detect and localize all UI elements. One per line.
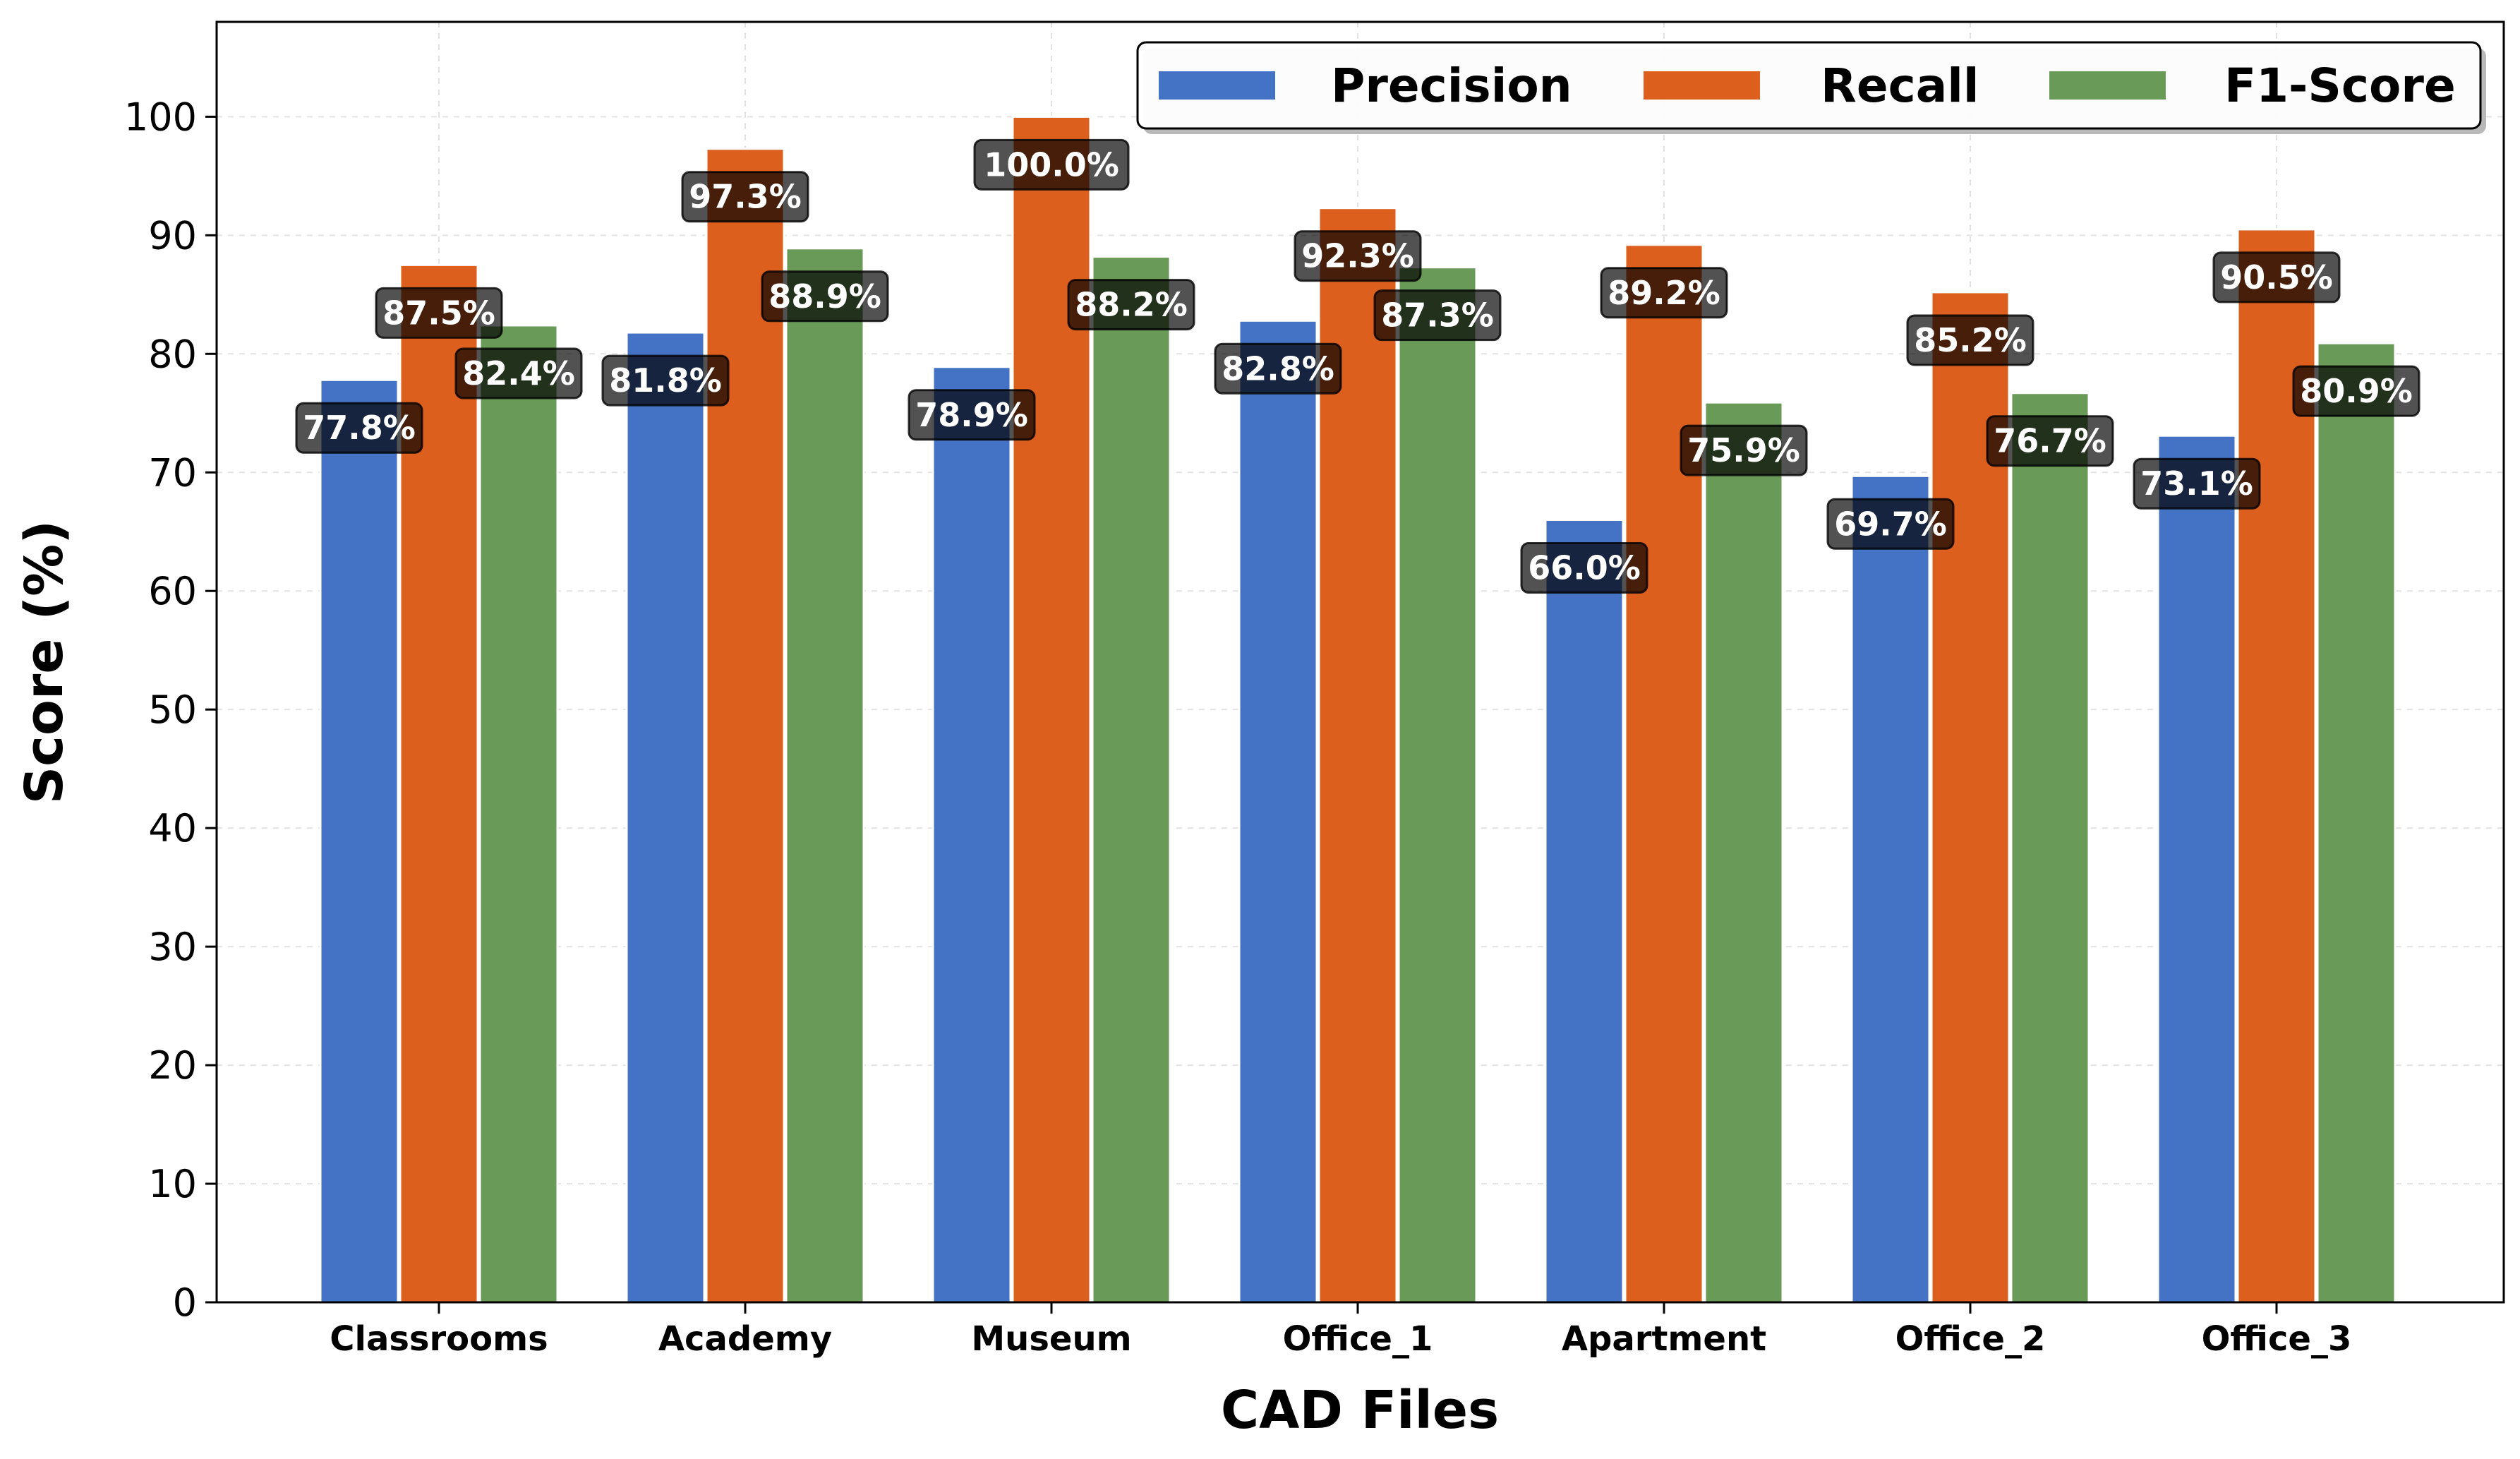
bar-f1-score-office-2 <box>2010 392 2090 1304</box>
value-label-box <box>601 354 730 407</box>
x-axis-title: CAD Files <box>1221 1380 1499 1441</box>
value-label-box <box>1986 415 2114 467</box>
value-label: 80.9% <box>2300 372 2413 410</box>
y-tick-label: 30 <box>148 925 197 969</box>
value-label: 81.8% <box>609 361 722 400</box>
legend-box <box>1136 41 2482 130</box>
value-label: 97.3% <box>689 178 802 216</box>
y-tick-label: 80 <box>148 332 197 376</box>
value-label-box <box>1680 424 1808 476</box>
legend-swatch-f1-score <box>2049 71 2166 100</box>
y-tick-label: 70 <box>148 450 197 495</box>
value-label: 87.5% <box>382 294 495 332</box>
value-label-box <box>1906 314 2034 366</box>
bar-precision-apartment <box>1544 518 1624 1304</box>
plot-frame <box>215 20 2505 1304</box>
bar-recall-apartment <box>1624 244 1704 1304</box>
value-label-box <box>1067 279 1195 331</box>
value-label: 77.8% <box>303 409 416 447</box>
bar-f1-score-classrooms <box>478 324 559 1304</box>
value-label-box <box>2133 457 2261 510</box>
value-label-box <box>908 389 1036 441</box>
legend-label: Recall <box>1821 59 1979 113</box>
x-axis: Classrooms Academy Museum Office_1 Apartment… <box>330 1302 2351 1359</box>
bar-f1-score-office-3 <box>2316 342 2397 1304</box>
bar-f1-score-academy <box>785 247 865 1304</box>
value-label: 85.2% <box>1914 321 2027 359</box>
x-tick-label: Academy <box>658 1319 832 1359</box>
value-label-box <box>295 402 423 454</box>
value-labels: 77.8% 87.5% 82.4% 81.8% 97.3% 88.9% 78.9% 100.0… <box>295 138 2420 594</box>
y-tick-label: 100 <box>124 95 197 139</box>
bar-precision-academy <box>625 331 706 1304</box>
y-tick-label: 50 <box>148 688 197 732</box>
value-label: 88.9% <box>768 277 881 316</box>
legend-label: F1-Score <box>2224 59 2456 113</box>
x-tick-label: Office_1 <box>1283 1319 1433 1359</box>
y-tick-label: 10 <box>148 1162 197 1206</box>
bar-f1-score-museum <box>1091 256 1171 1304</box>
legend-swatch-recall <box>1644 71 1760 100</box>
value-label-box <box>454 347 583 400</box>
value-label: 82.4% <box>462 354 575 392</box>
value-label-box <box>973 138 1130 191</box>
value-label: 76.7% <box>1994 422 2106 460</box>
value-label-box <box>1520 541 1648 594</box>
x-tick-label: Office_3 <box>2202 1319 2352 1359</box>
value-label-box <box>1214 342 1342 395</box>
value-label-box <box>761 270 889 323</box>
bar-precision-office-3 <box>2157 434 2237 1304</box>
y-tick-label: 0 <box>173 1280 197 1325</box>
y-tick-label: 90 <box>148 213 197 258</box>
value-label: 66.0% <box>1528 548 1641 587</box>
value-label-box <box>1826 498 1955 550</box>
value-label-box <box>1373 289 1502 342</box>
y-tick-label: 40 <box>148 806 197 851</box>
y-tick-label: 60 <box>148 569 197 613</box>
y-axis: 0 10 20 30 40 50 60 70 80 90 100 <box>124 95 217 1325</box>
bar-precision-office-1 <box>1238 319 1318 1304</box>
value-label: 78.9% <box>915 396 1028 434</box>
x-tick-label: Museum <box>971 1319 1131 1359</box>
x-tick-label: Office_2 <box>1895 1319 2046 1359</box>
y-axis-title: Score (%) <box>14 520 75 804</box>
bars <box>319 115 2397 1304</box>
value-label-box <box>2292 365 2420 417</box>
bar-f1-score-apartment <box>1704 401 1784 1304</box>
legend-swatch-precision <box>1159 71 1275 100</box>
value-label-box <box>2212 251 2341 304</box>
x-tick-label: Classrooms <box>330 1319 548 1359</box>
value-label: 88.2% <box>1075 286 1188 324</box>
bar-precision-office-2 <box>1850 474 1931 1304</box>
legend-label: Precision <box>1331 59 1572 113</box>
value-label-box <box>681 171 809 223</box>
value-label: 92.3% <box>1301 237 1414 275</box>
value-label-box <box>1600 267 1728 319</box>
value-label: 89.2% <box>1608 274 1720 312</box>
value-label: 75.9% <box>1687 431 1800 469</box>
bar-f1-score-office-1 <box>1397 266 1478 1304</box>
bar-precision-classrooms <box>319 378 399 1304</box>
x-tick-label: Apartment <box>1562 1319 1766 1359</box>
legend: Precision Recall F1-Score <box>1136 41 2486 134</box>
value-label: 73.1% <box>2140 464 2253 503</box>
value-label: 69.7% <box>1834 505 1947 543</box>
y-tick-label: 20 <box>148 1043 197 1088</box>
value-label-box <box>375 287 503 339</box>
value-label-box <box>1294 230 1422 282</box>
value-label: 90.5% <box>2220 258 2333 296</box>
value-label: 100.0% <box>984 145 1119 184</box>
value-label: 87.3% <box>1381 296 1494 335</box>
bar-precision-museum <box>932 366 1012 1304</box>
value-label: 82.8% <box>1222 349 1334 388</box>
